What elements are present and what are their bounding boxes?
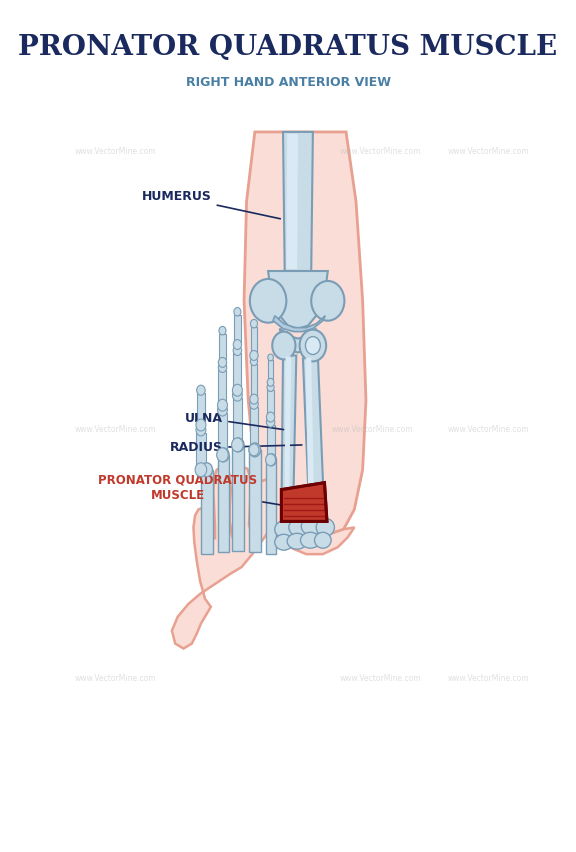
Circle shape — [196, 424, 206, 436]
Circle shape — [250, 399, 258, 409]
Text: www.VectorMine.com: www.VectorMine.com — [340, 147, 422, 156]
Polygon shape — [219, 334, 226, 360]
Polygon shape — [281, 355, 296, 520]
Circle shape — [251, 320, 257, 328]
Ellipse shape — [316, 518, 335, 536]
Circle shape — [311, 281, 344, 320]
Polygon shape — [273, 316, 325, 331]
Text: RADIUS: RADIUS — [170, 441, 302, 454]
Polygon shape — [268, 271, 328, 329]
Text: www.VectorMine.com: www.VectorMine.com — [75, 425, 156, 435]
Circle shape — [233, 340, 241, 349]
Text: ULNA: ULNA — [185, 412, 283, 429]
Polygon shape — [233, 398, 242, 442]
Circle shape — [233, 438, 244, 452]
Circle shape — [218, 358, 226, 367]
Circle shape — [195, 463, 207, 476]
Circle shape — [250, 394, 258, 404]
Circle shape — [218, 404, 228, 416]
Text: www.VectorMine.com: www.VectorMine.com — [340, 674, 422, 682]
Text: PRONATOR QUADRATUS
MUSCLE: PRONATOR QUADRATUS MUSCLE — [98, 474, 281, 505]
Polygon shape — [267, 460, 276, 554]
Circle shape — [249, 443, 260, 457]
Circle shape — [232, 438, 243, 452]
Polygon shape — [172, 467, 354, 648]
Polygon shape — [281, 482, 327, 521]
Polygon shape — [267, 390, 274, 414]
Circle shape — [196, 385, 205, 395]
Circle shape — [250, 279, 286, 323]
Polygon shape — [251, 365, 257, 396]
Circle shape — [305, 337, 320, 354]
Circle shape — [267, 454, 276, 466]
Circle shape — [266, 454, 275, 466]
Polygon shape — [234, 314, 241, 342]
Polygon shape — [249, 450, 260, 552]
Text: PRONATOR QUADRATUS MUSCLE: PRONATOR QUADRATUS MUSCLE — [18, 34, 558, 61]
Polygon shape — [268, 360, 273, 379]
Circle shape — [267, 412, 275, 422]
Circle shape — [266, 417, 275, 427]
Text: www.VectorMine.com: www.VectorMine.com — [332, 425, 414, 435]
Circle shape — [219, 326, 226, 335]
Circle shape — [267, 383, 274, 391]
Ellipse shape — [275, 521, 296, 538]
Ellipse shape — [287, 533, 307, 550]
Circle shape — [251, 357, 257, 366]
Polygon shape — [218, 455, 229, 552]
Polygon shape — [250, 407, 258, 446]
Circle shape — [233, 384, 242, 396]
Circle shape — [233, 389, 242, 401]
Circle shape — [268, 354, 274, 361]
Text: www.VectorMine.com: www.VectorMine.com — [448, 425, 529, 435]
Polygon shape — [196, 433, 206, 467]
Polygon shape — [305, 358, 314, 520]
Polygon shape — [201, 469, 213, 554]
Polygon shape — [267, 425, 275, 457]
Polygon shape — [233, 354, 241, 388]
Text: www.VectorMine.com: www.VectorMine.com — [448, 674, 529, 682]
Ellipse shape — [301, 517, 323, 535]
Circle shape — [217, 448, 228, 462]
Circle shape — [300, 330, 326, 361]
Polygon shape — [285, 356, 291, 518]
Circle shape — [196, 419, 206, 431]
Polygon shape — [218, 371, 226, 402]
Polygon shape — [286, 134, 298, 269]
Circle shape — [218, 362, 227, 372]
Circle shape — [201, 463, 213, 476]
Circle shape — [233, 345, 242, 355]
Ellipse shape — [275, 534, 293, 550]
Circle shape — [272, 331, 295, 360]
Polygon shape — [251, 326, 257, 353]
Circle shape — [218, 400, 228, 412]
Circle shape — [249, 444, 259, 456]
Polygon shape — [233, 445, 244, 551]
Text: www.VectorMine.com: www.VectorMine.com — [75, 674, 156, 682]
Polygon shape — [218, 413, 227, 452]
Text: www.VectorMine.com: www.VectorMine.com — [75, 147, 156, 156]
Text: RIGHT HAND ANTERIOR VIEW: RIGHT HAND ANTERIOR VIEW — [185, 76, 391, 89]
Polygon shape — [283, 132, 313, 271]
Polygon shape — [303, 355, 324, 521]
Polygon shape — [244, 132, 366, 538]
Ellipse shape — [301, 532, 320, 548]
Text: HUMERUS: HUMERUS — [142, 190, 281, 219]
Circle shape — [250, 350, 258, 360]
Ellipse shape — [314, 532, 331, 548]
Circle shape — [234, 308, 241, 316]
Polygon shape — [197, 394, 205, 422]
Circle shape — [267, 378, 274, 386]
Polygon shape — [280, 329, 316, 353]
Text: www.VectorMine.com: www.VectorMine.com — [448, 147, 529, 156]
Ellipse shape — [289, 518, 309, 536]
Circle shape — [218, 448, 229, 462]
